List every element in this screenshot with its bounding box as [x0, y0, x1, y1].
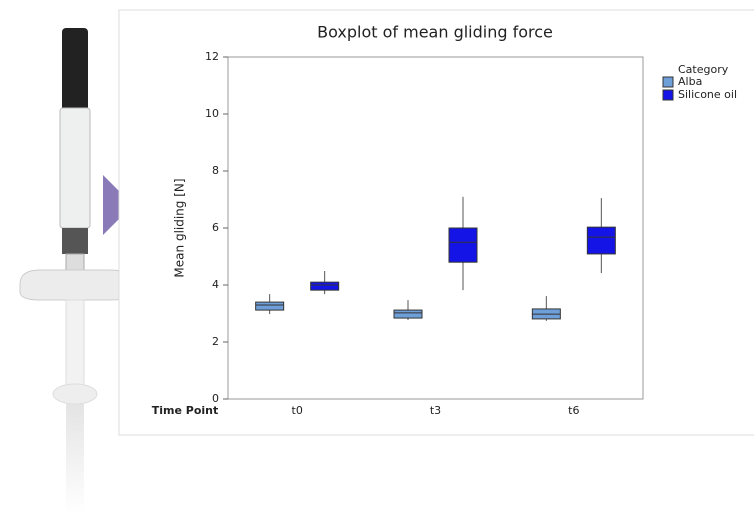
- y-tick-label: 12: [205, 50, 219, 63]
- y-tick-label: 8: [212, 164, 219, 177]
- legend-label: Silicone oil: [678, 88, 737, 101]
- box: [448, 227, 478, 263]
- x-tick-label: t3: [430, 404, 441, 417]
- syringe-illustration: [19, 28, 133, 514]
- y-tick-label: 0: [212, 392, 219, 405]
- x-tick-label: t6: [568, 404, 579, 417]
- arrow: [103, 175, 133, 235]
- y-tick-label: 6: [212, 221, 219, 234]
- legend-title: Category: [678, 63, 729, 76]
- legend-swatch: [662, 89, 674, 101]
- box: [393, 309, 423, 319]
- y-tick-label: 2: [212, 335, 219, 348]
- x-axis-label: Time Point: [152, 404, 219, 417]
- y-axis-label: Mean gliding [N]: [173, 178, 187, 277]
- box: [255, 301, 285, 311]
- plot-area: [227, 56, 644, 400]
- x-tick-label: t0: [292, 404, 303, 417]
- legend-label: Alba: [678, 75, 702, 88]
- box: [586, 226, 616, 255]
- legend-swatch: [662, 76, 674, 88]
- y-tick-label: 4: [212, 278, 219, 291]
- y-tick-label: 10: [205, 107, 219, 120]
- box: [310, 281, 340, 291]
- chart-title: Boxplot of mean gliding force: [317, 23, 553, 42]
